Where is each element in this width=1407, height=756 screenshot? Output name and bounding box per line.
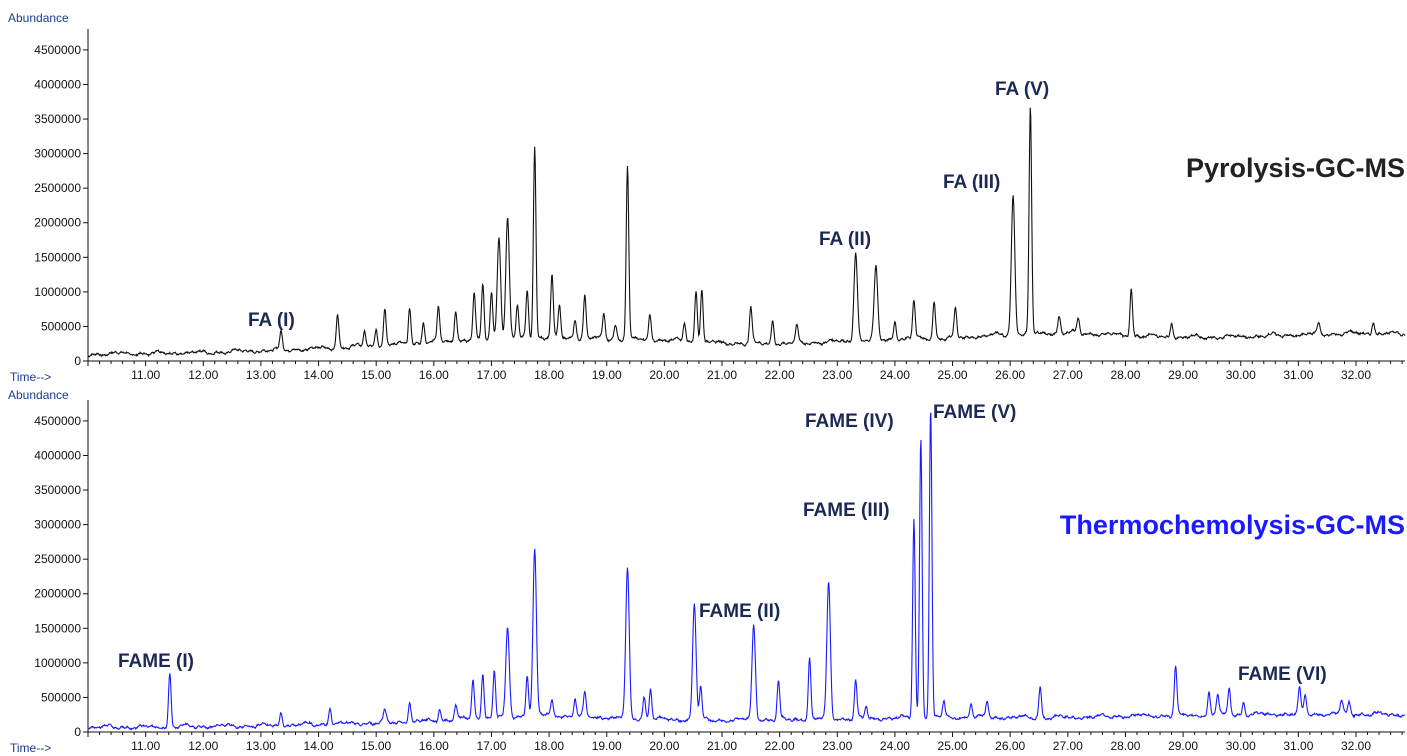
x-tick-label: 16.00 — [419, 368, 449, 382]
x-tick-label: 15.00 — [361, 739, 391, 753]
x-tick-label: 31.00 — [1283, 368, 1313, 382]
thermo-y-axis-label: Abundance — [8, 388, 69, 402]
y-tick-label: 2000000 — [34, 587, 81, 601]
x-tick-label: 12.00 — [188, 739, 218, 753]
y-tick-label: 3500000 — [34, 483, 81, 497]
y-tick-label: 3000000 — [34, 147, 81, 161]
x-tick-label: 17.00 — [476, 368, 506, 382]
pyrolysis-y-ticks: 0 500000 1000000 1500000 2000000 2500000 30000… — [34, 43, 88, 368]
x-tick-label: 25.00 — [938, 368, 968, 382]
pyrolysis-trace — [87, 107, 1406, 358]
y-tick-label: 1000000 — [34, 285, 81, 299]
thermo-title: Thermochemolysis-GC-MS — [1060, 510, 1405, 540]
x-tick-label: 21.00 — [707, 368, 737, 382]
x-tick-label: 19.00 — [592, 368, 622, 382]
peak-label: FAME (III) — [803, 500, 890, 521]
pyrolysis-peak-labels: FA (I) FA (II) FA (III) FA (V) — [248, 79, 1049, 331]
y-tick-label: 2500000 — [34, 552, 81, 566]
x-tick-label: 31.00 — [1283, 739, 1313, 753]
thermo-trace — [87, 412, 1406, 731]
x-tick-label: 18.00 — [534, 739, 564, 753]
x-tick-label: 32.00 — [1341, 368, 1371, 382]
x-tick-label: 27.00 — [1053, 368, 1083, 382]
x-tick-label: 28.00 — [1110, 739, 1140, 753]
y-tick-label: 2500000 — [34, 181, 81, 195]
y-tick-label: 3000000 — [34, 518, 81, 532]
thermo-x-ticks: 11.00 12.00 13.00 14.00 15.00 16.00 17.00 18.00… — [87, 732, 1403, 753]
x-tick-label: 18.00 — [534, 368, 564, 382]
x-tick-label: 11.00 — [131, 739, 160, 753]
peak-label: FA (V) — [995, 79, 1049, 100]
peak-label: FAME (I) — [118, 651, 194, 672]
x-tick-label: 27.00 — [1053, 739, 1083, 753]
y-tick-label: 1500000 — [34, 621, 81, 635]
x-tick-label: 12.00 — [188, 368, 218, 382]
x-tick-label: 24.00 — [880, 368, 910, 382]
thermochemolysis-panel: Abundance Time--> 0 500000 1000000 1500000 2… — [8, 388, 1406, 755]
x-tick-label: 16.00 — [419, 739, 449, 753]
pyrolysis-x-ticks: 11.00 12.00 13.00 14.00 15.00 16.00 17.00 18.00… — [87, 361, 1403, 382]
y-tick-label: 500000 — [41, 690, 81, 704]
x-tick-label: 25.00 — [938, 739, 968, 753]
x-tick-label: 22.00 — [765, 739, 795, 753]
y-tick-label: 4500000 — [34, 414, 81, 428]
x-tick-label: 26.00 — [995, 739, 1025, 753]
x-tick-label: 20.00 — [649, 739, 679, 753]
x-tick-label: 14.00 — [304, 368, 334, 382]
x-tick-label: 28.00 — [1110, 368, 1140, 382]
x-tick-label: 32.00 — [1341, 739, 1371, 753]
peak-label: FA (I) — [248, 310, 295, 331]
x-tick-label: 29.00 — [1168, 368, 1198, 382]
peak-label: FAME (VI) — [1238, 664, 1327, 685]
y-tick-label: 3500000 — [34, 112, 81, 126]
pyrolysis-panel: Abundance Time--> 0 500000 1000000 1500000 2… — [8, 11, 1406, 384]
pyrolysis-y-axis-label: Abundance — [8, 11, 69, 25]
x-tick-label: 30.00 — [1226, 739, 1256, 753]
x-tick-label: 13.00 — [246, 368, 276, 382]
x-tick-label: 22.00 — [765, 368, 795, 382]
y-tick-label: 4500000 — [34, 43, 81, 57]
y-tick-label: 500000 — [41, 319, 81, 333]
x-tick-label: 23.00 — [822, 739, 852, 753]
pyrolysis-x-axis-label: Time--> — [10, 370, 51, 384]
x-tick-label: 15.00 — [361, 368, 391, 382]
y-tick-label: 2000000 — [34, 216, 81, 230]
peak-label: FAME (V) — [933, 402, 1016, 423]
peak-label: FAME (II) — [699, 601, 780, 622]
x-tick-label: 26.00 — [995, 368, 1025, 382]
x-tick-label: 21.00 — [707, 739, 737, 753]
thermo-y-ticks: 0 500000 1000000 1500000 2000000 2500000 30000… — [34, 414, 88, 739]
thermo-peak-labels: FAME (I) FAME (II) FAME (III) FAME (IV) FAME… — [118, 402, 1327, 685]
x-tick-label: 19.00 — [592, 739, 622, 753]
x-tick-label: 24.00 — [880, 739, 910, 753]
y-tick-label: 4000000 — [34, 448, 81, 462]
y-tick-label: 1000000 — [34, 656, 81, 670]
y-tick-label: 0 — [74, 725, 81, 739]
x-tick-label: 30.00 — [1226, 368, 1256, 382]
peak-label: FAME (IV) — [805, 411, 894, 432]
peak-label: FA (II) — [819, 229, 871, 250]
y-tick-label: 0 — [74, 354, 81, 368]
x-tick-label: 23.00 — [822, 368, 852, 382]
x-tick-label: 17.00 — [476, 739, 506, 753]
x-tick-label: 11.00 — [131, 368, 160, 382]
pyrolysis-title: Pyrolysis-GC-MS — [1186, 153, 1405, 183]
x-tick-label: 20.00 — [649, 368, 679, 382]
x-tick-label: 29.00 — [1168, 739, 1198, 753]
thermo-x-axis-label: Time--> — [10, 741, 51, 755]
peak-label: FA (III) — [943, 172, 1000, 193]
x-tick-label: 14.00 — [304, 739, 334, 753]
y-tick-label: 1500000 — [34, 250, 81, 264]
x-tick-label: 13.00 — [246, 739, 276, 753]
y-tick-label: 4000000 — [34, 77, 81, 91]
